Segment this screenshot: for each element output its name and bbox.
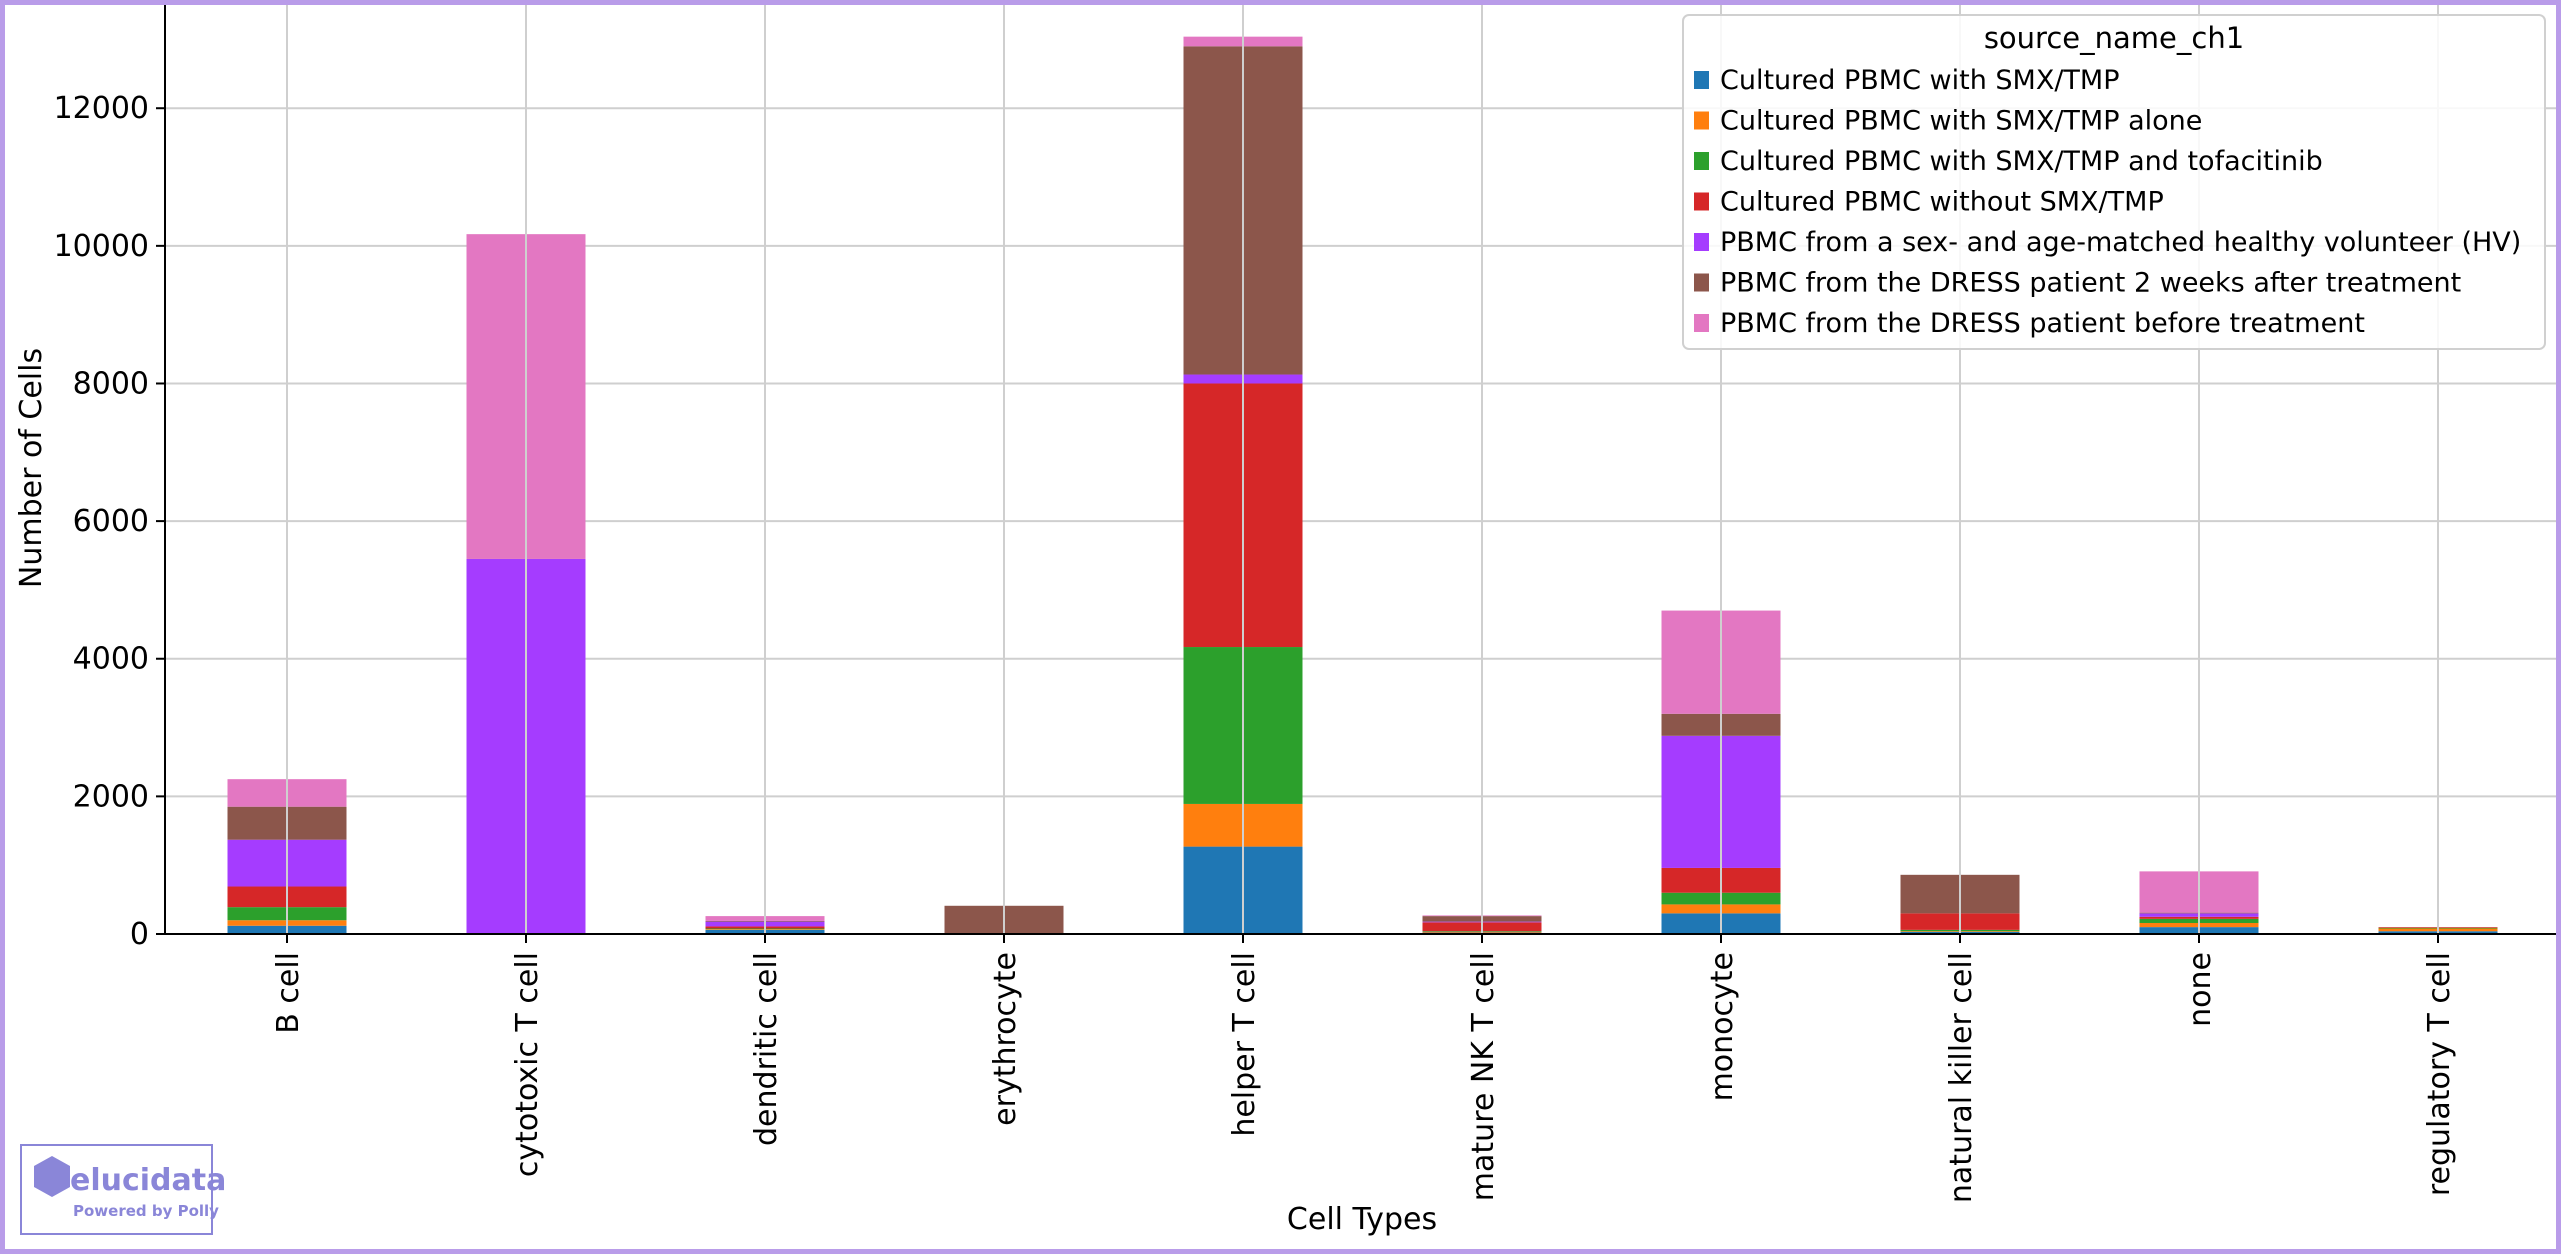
logo-name: elucidata	[70, 1163, 226, 1198]
elucidata-logo: elucidata Powered by Polly	[20, 1144, 226, 1235]
y-tick-label: 12000	[54, 91, 149, 126]
y-tick-labels: 0 2000 4000 6000 8000 10000 12000	[54, 91, 149, 952]
x-tick-label: cytotoxic T cell	[510, 952, 545, 1177]
logo-tagline: Powered by Polly	[73, 1202, 219, 1220]
y-tick-label: 10000	[54, 229, 149, 264]
legend: source_name_ch1 Cultured PBMC with SMX/T…	[1682, 14, 2546, 350]
hexagon-icon	[34, 1156, 70, 1197]
legend-items: Cultured PBMC with SMX/TMP Cultured PBMC …	[1694, 65, 2521, 339]
y-tick-label: 8000	[73, 366, 149, 401]
axes	[156, 5, 2556, 943]
y-tick-label: 0	[130, 917, 149, 952]
x-tick-labels: B cell cytotoxic T cell dendritic cell eryt…	[271, 952, 2457, 1203]
x-tick-label: mature NK T cell	[1466, 952, 1501, 1201]
y-tick-label: 2000	[73, 779, 149, 814]
legend-label: PBMC from a sex- and age-matched healthy…	[1720, 227, 2521, 258]
x-tick-label: helper T cell	[1227, 952, 1262, 1137]
legend-swatch	[1694, 192, 1709, 211]
legend-swatch	[1694, 111, 1709, 130]
legend-swatch	[1694, 273, 1709, 292]
legend-label: Cultured PBMC without SMX/TMP	[1720, 187, 2164, 218]
legend-label: Cultured PBMC with SMX/TMP alone	[1720, 106, 2202, 137]
legend-swatch	[1694, 71, 1709, 89]
legend-swatch	[1694, 152, 1709, 170]
y-tick-label: 4000	[73, 642, 149, 677]
x-tick-label: natural killer cell	[1944, 952, 1979, 1203]
x-tick-label: erythrocyte	[988, 952, 1023, 1126]
legend-label: Cultured PBMC with SMX/TMP	[1720, 65, 2120, 96]
x-tick-label: monocyte	[1705, 952, 1740, 1101]
x-axis-title: Cell Types	[1287, 1202, 1437, 1237]
x-tick-label: none	[2183, 952, 2218, 1027]
legend-box	[1682, 14, 2546, 350]
x-tick-label: regulatory T cell	[2422, 952, 2457, 1196]
y-axis-title: Number of Cells	[14, 348, 49, 588]
legend-swatch	[1694, 314, 1709, 332]
legend-swatch	[1694, 233, 1709, 251]
legend-title: source_name_ch1	[1984, 21, 2244, 55]
y-tick-label: 6000	[73, 504, 149, 539]
legend-label: Cultured PBMC with SMX/TMP and tofacitin…	[1720, 146, 2323, 177]
x-tick-label: B cell	[271, 952, 306, 1034]
legend-label: PBMC from the DRESS patient 2 weeks afte…	[1720, 268, 2461, 299]
x-tick-label: dendritic cell	[749, 952, 784, 1146]
x-grid-lines	[286, 5, 2439, 934]
legend-label: PBMC from the DRESS patient before treat…	[1720, 308, 2365, 339]
